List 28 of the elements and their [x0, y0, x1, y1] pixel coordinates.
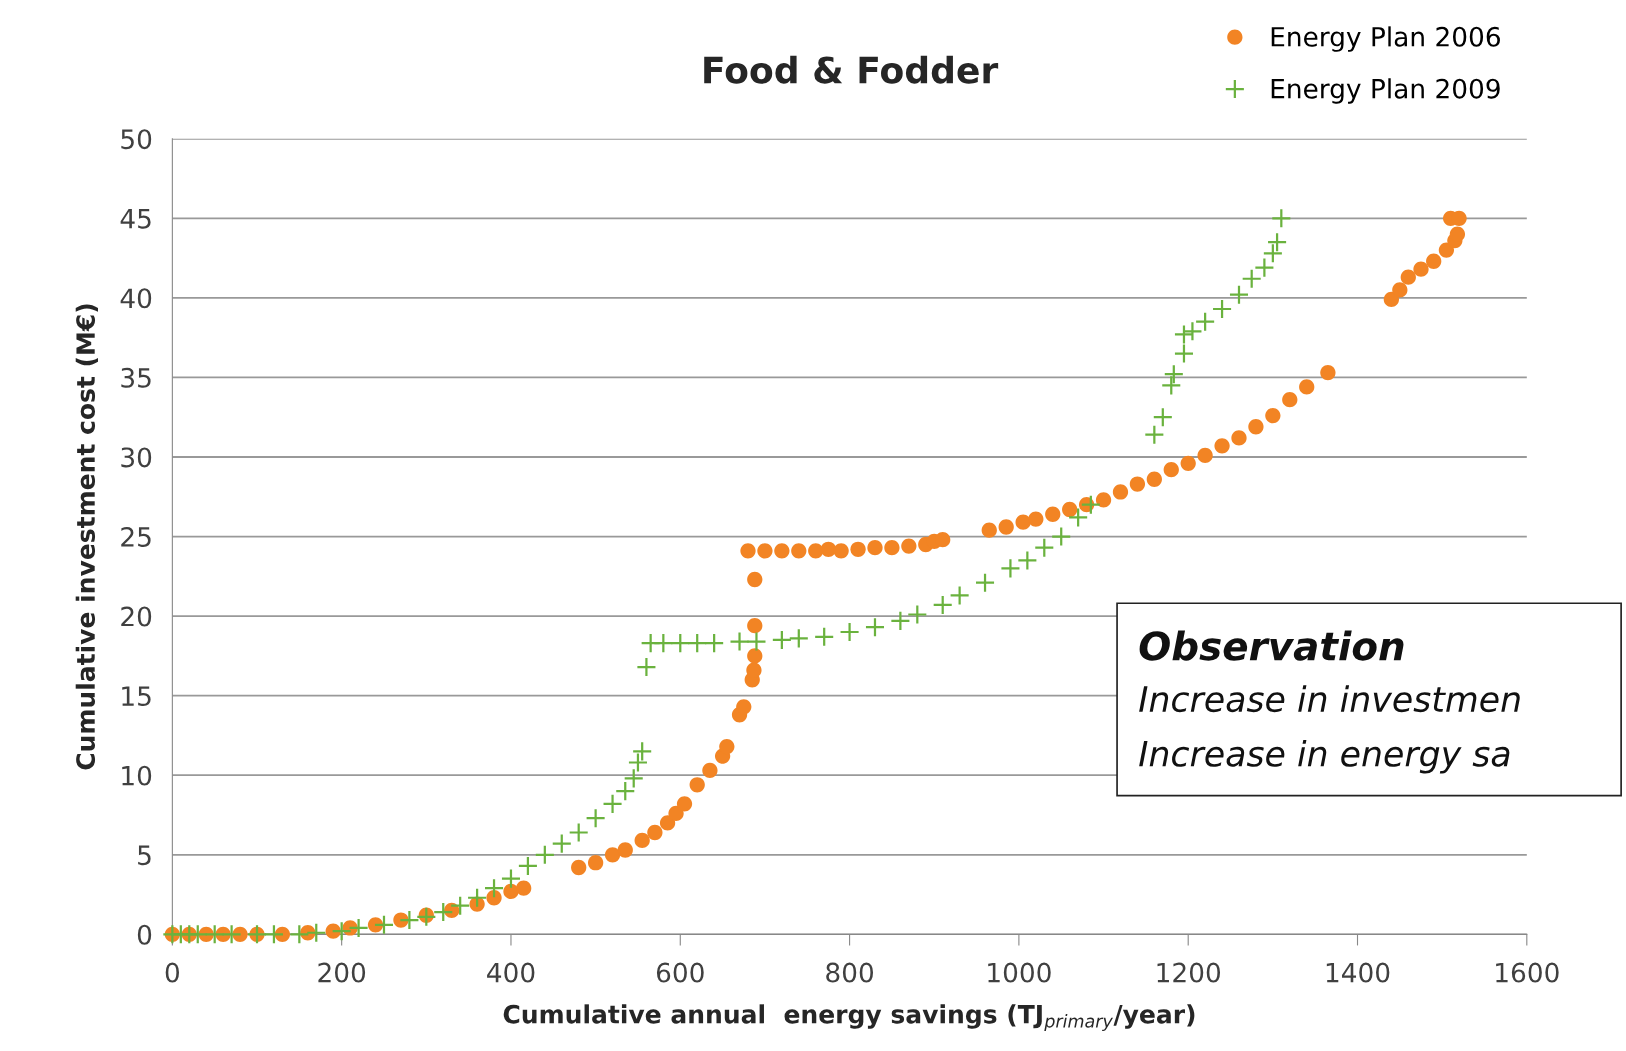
y-tick-label: 5 — [138, 845, 151, 866]
y-tick-label: 35 — [121, 367, 151, 388]
x-tick-label: 600 — [656, 962, 704, 983]
x-tick-label: 1400 — [1326, 962, 1390, 983]
x-tick-label: 1600 — [1496, 962, 1559, 983]
x-tick-label: 0 — [165, 962, 179, 983]
x-tick-label: 1200 — [1157, 962, 1221, 983]
x-tick-label: 400 — [487, 962, 535, 983]
y-tick-label: 25 — [121, 526, 151, 547]
annotation: Increase in investmen — [1139, 685, 1520, 713]
y-axis-title: Cumulative investment cost (M€) — [75, 304, 98, 770]
y-tick-label: 30 — [121, 447, 152, 468]
y-tick-label: 40 — [120, 288, 152, 309]
legend-label: Energy Plan 2009 — [1271, 78, 1500, 104]
y-tick-label: 0 — [137, 924, 152, 945]
legend-label: Energy Plan 2006 — [1271, 26, 1500, 52]
annotation: Observation — [1139, 630, 1404, 661]
y-tick-label: 45 — [120, 209, 151, 229]
x-tick-label: 200 — [318, 962, 366, 983]
chart-title: Food & Fodder — [704, 55, 999, 84]
x-tick-label: 800 — [826, 962, 874, 983]
y-tick-label: 15 — [122, 686, 151, 707]
y-tick-label: 20 — [121, 606, 152, 627]
y-tick-label: 50 — [121, 129, 152, 150]
y-tick-label: 10 — [122, 765, 152, 786]
x-axis-title: Cumulative annual energy savings (TJ$_{primary}$/year) — [503, 1004, 1195, 1032]
annotation: Increase in energy sa — [1139, 739, 1510, 774]
x-tick-label: 1000 — [988, 962, 1051, 983]
